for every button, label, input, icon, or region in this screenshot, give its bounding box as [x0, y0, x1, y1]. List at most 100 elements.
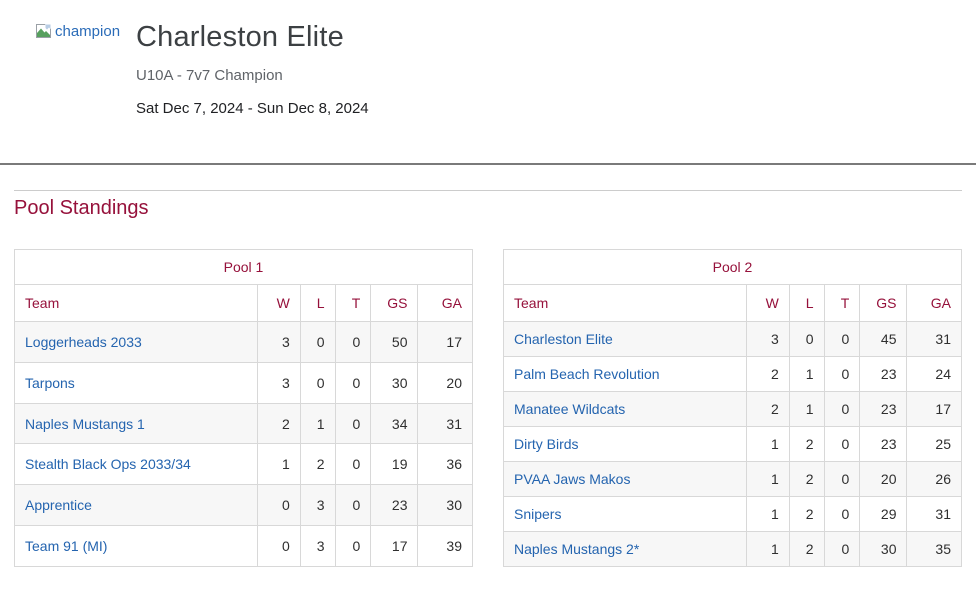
losses-cell: 3 — [299, 484, 336, 527]
pool-header-row: Pool 2 — [503, 249, 962, 285]
title-block: Charleston Elite U10A - 7v7 Champion Sat… — [136, 21, 369, 117]
ties-cell: 0 — [334, 402, 372, 445]
team-link[interactable]: PVAA Jaws Makos — [514, 471, 631, 487]
team-link[interactable]: Loggerheads 2033 — [25, 333, 142, 350]
goals-against-cell: 30 — [417, 484, 473, 527]
team-link[interactable]: Apprentice — [25, 497, 92, 514]
team-link[interactable]: Naples Mustangs 1 — [25, 415, 145, 432]
ties-cell: 0 — [823, 531, 861, 567]
column-header-goals-scored: GS — [859, 284, 908, 322]
wins-cell: 3 — [745, 321, 790, 357]
goals-scored-cell: 50 — [370, 321, 419, 363]
goals-against-cell: 35 — [906, 531, 962, 567]
wins-cell: 1 — [256, 443, 301, 486]
ties-cell: 0 — [334, 484, 372, 527]
wins-cell: 1 — [745, 461, 790, 497]
goals-against-cell: 17 — [906, 391, 962, 427]
column-header-goals-against: GA — [417, 284, 473, 322]
team-cell: Palm Beach Revolution — [503, 356, 747, 392]
team-cell: Dirty Birds — [503, 426, 747, 462]
goals-scored-cell: 45 — [859, 321, 908, 357]
column-header-ties: T — [823, 284, 861, 322]
goals-scored-cell: 34 — [370, 402, 419, 445]
goals-against-cell: 36 — [417, 443, 473, 486]
team-cell: Naples Mustangs 1 — [14, 402, 258, 445]
wins-cell: 3 — [256, 361, 301, 404]
broken-image-icon — [36, 24, 55, 39]
ties-cell: 0 — [823, 461, 861, 497]
goals-scored-cell: 23 — [370, 484, 419, 527]
team-cell: Naples Mustangs 2* — [503, 531, 747, 567]
losses-cell: 3 — [299, 525, 336, 567]
event-dates: Sat Dec 7, 2024 - Sun Dec 8, 2024 — [136, 100, 369, 117]
goals-against-cell: 17 — [417, 321, 473, 363]
ties-cell: 0 — [823, 391, 861, 427]
division-subtitle: U10A - 7v7 Champion — [136, 67, 283, 84]
ties-cell: 0 — [334, 361, 372, 404]
goals-scored-cell: 23 — [859, 426, 908, 462]
team-cell: Loggerheads 2033 — [14, 321, 258, 363]
column-header-losses: L — [299, 284, 336, 322]
team-cell: Tarpons — [14, 361, 258, 404]
tables-row: Pool 1 Team W L T GS GA Loggerheads 2033… — [14, 249, 962, 567]
column-header-goals-scored: GS — [370, 284, 419, 322]
losses-cell: 1 — [788, 356, 825, 392]
team-link[interactable]: Charleston Elite — [514, 331, 613, 347]
losses-cell: 1 — [788, 391, 825, 427]
standings-row: Stealth Black Ops 2033/34 1 2 0 19 36 — [14, 443, 473, 486]
wins-cell: 2 — [745, 356, 790, 392]
champion-logo-area: champion — [36, 23, 136, 40]
team-link[interactable]: Snipers — [514, 506, 562, 522]
page-title: Charleston Elite — [136, 21, 344, 53]
wins-cell: 1 — [745, 496, 790, 532]
standings-row: Snipers 1 2 0 29 31 — [503, 496, 962, 532]
team-cell: Apprentice — [14, 484, 258, 527]
goals-scored-cell: 17 — [370, 525, 419, 567]
column-header-goals-against: GA — [906, 284, 962, 322]
goals-against-cell: 31 — [906, 321, 962, 357]
losses-cell: 2 — [788, 461, 825, 497]
team-link[interactable]: Tarpons — [25, 374, 75, 391]
team-link[interactable]: Dirty Birds — [514, 436, 579, 452]
goals-against-cell: 31 — [906, 496, 962, 532]
goals-against-cell: 25 — [906, 426, 962, 462]
team-link[interactable]: Palm Beach Revolution — [514, 366, 660, 382]
goals-against-cell: 20 — [417, 361, 473, 404]
losses-cell: 2 — [299, 443, 336, 486]
header-divider — [0, 163, 976, 165]
ties-cell: 0 — [823, 321, 861, 357]
team-cell: Stealth Black Ops 2033/34 — [14, 443, 258, 486]
goals-scored-cell: 30 — [370, 361, 419, 404]
losses-cell: 2 — [788, 531, 825, 567]
losses-cell: 2 — [788, 496, 825, 532]
wins-cell: 2 — [745, 391, 790, 427]
ties-cell: 0 — [823, 426, 861, 462]
losses-cell: 0 — [299, 361, 336, 404]
team-cell: Charleston Elite — [503, 321, 747, 357]
team-link[interactable]: Manatee Wildcats — [514, 401, 626, 417]
ties-cell: 0 — [334, 443, 372, 486]
standings-row: Apprentice 0 3 0 23 30 — [14, 484, 473, 527]
goals-against-cell: 31 — [417, 402, 473, 445]
standings-row: Naples Mustangs 1 2 1 0 34 31 — [14, 402, 473, 445]
standings-row: Palm Beach Revolution 2 1 0 23 24 — [503, 356, 962, 392]
pool-2-table: Pool 2 Team W L T GS GA Charleston Elite… — [503, 249, 962, 567]
team-cell: Manatee Wildcats — [503, 391, 747, 427]
team-cell: Snipers — [503, 496, 747, 532]
goals-against-cell: 39 — [417, 525, 473, 567]
column-header-row: Team W L T GS GA — [14, 284, 473, 322]
goals-scored-cell: 30 — [859, 531, 908, 567]
team-link[interactable]: Stealth Black Ops 2033/34 — [25, 456, 191, 473]
wins-cell: 0 — [256, 525, 301, 567]
standings-row: Team 91 (MI) 0 3 0 17 39 — [14, 525, 473, 567]
column-header-losses: L — [788, 284, 825, 322]
wins-cell: 3 — [256, 321, 301, 363]
team-link[interactable]: Team 91 (MI) — [25, 538, 108, 555]
wins-cell: 2 — [256, 402, 301, 445]
wins-cell: 0 — [256, 484, 301, 527]
team-cell: Team 91 (MI) — [14, 525, 258, 567]
standings-row: Tarpons 3 0 0 30 20 — [14, 361, 473, 404]
champion-image-link[interactable]: champion — [36, 23, 120, 40]
team-link[interactable]: Naples Mustangs 2* — [514, 541, 640, 557]
goals-scored-cell: 19 — [370, 443, 419, 486]
